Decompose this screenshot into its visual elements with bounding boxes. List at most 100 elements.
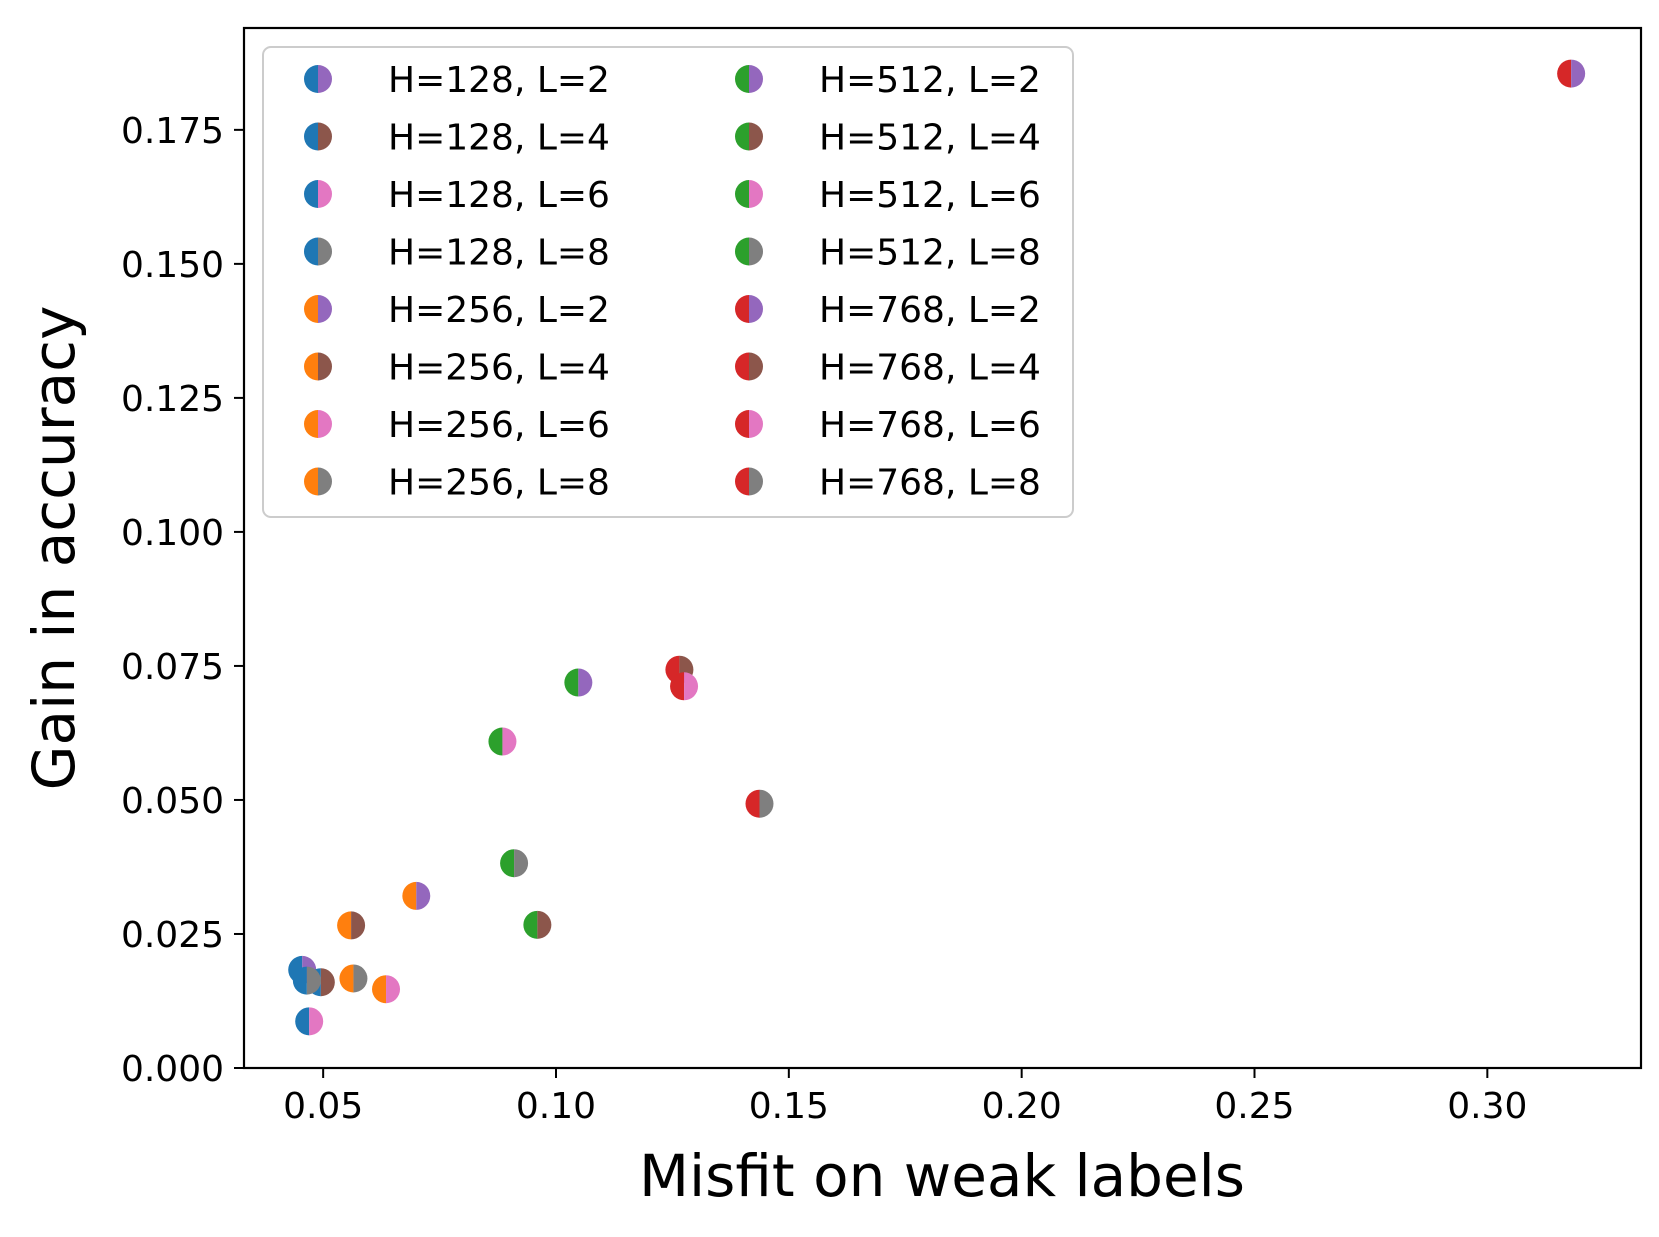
- marker-left-half: [339, 964, 354, 993]
- legend-label: H=768, L=6: [819, 405, 1041, 446]
- y-tick-label: 0.150: [121, 245, 224, 286]
- marker-left-half: [304, 352, 318, 381]
- marker-right-half: [749, 467, 764, 496]
- marker-left-half: [292, 966, 307, 995]
- marker-right-half: [749, 122, 764, 151]
- legend-label: H=768, L=2: [819, 290, 1041, 331]
- legend-label: H=128, L=2: [388, 60, 610, 101]
- legend-marker: [304, 65, 332, 93]
- marker-right-half: [318, 410, 332, 438]
- marker-right-half: [578, 668, 593, 697]
- y-tick-label: 0.100: [121, 513, 224, 554]
- marker-left-half: [735, 65, 749, 93]
- marker-left-half: [745, 789, 760, 818]
- legend-marker: [735, 352, 764, 381]
- marker-left-half: [304, 295, 318, 323]
- data-point: [670, 672, 699, 701]
- marker-left-half: [372, 975, 387, 1004]
- marker-right-half: [749, 410, 763, 438]
- data-point: [523, 910, 552, 939]
- marker-left-half: [564, 668, 579, 697]
- marker-left-half: [735, 467, 749, 496]
- x-tick-label: 0.20: [982, 1086, 1062, 1127]
- y-axis-title: Gain in accuracy: [20, 306, 88, 791]
- marker-left-half: [523, 910, 538, 939]
- marker-right-half: [759, 789, 774, 818]
- marker-right-half: [318, 180, 332, 208]
- legend-marker: [735, 467, 764, 496]
- y-tick-label: 0.125: [121, 379, 224, 420]
- marker-right-half: [320, 968, 335, 997]
- legend-marker: [735, 410, 763, 438]
- data-point: [564, 668, 593, 697]
- legend-marker: [304, 467, 332, 496]
- marker-right-half: [318, 295, 332, 323]
- marker-left-half: [735, 237, 749, 266]
- marker-right-half: [684, 672, 699, 701]
- data-point: [337, 911, 366, 940]
- legend-label: H=256, L=6: [388, 405, 610, 446]
- legend-marker: [735, 65, 763, 93]
- legend-marker: [304, 180, 332, 208]
- legend-marker: [735, 180, 763, 208]
- marker-right-half: [537, 910, 552, 939]
- marker-right-half: [318, 352, 332, 381]
- marker-left-half: [304, 122, 318, 151]
- marker-right-half: [318, 467, 332, 496]
- data-point: [372, 975, 401, 1004]
- legend: H=128, L=2 H=128, L=4 H=128, L=6 H=128, L=8…: [262, 46, 1074, 518]
- legend-label: H=768, L=4: [819, 348, 1041, 389]
- marker-right-half: [749, 295, 763, 323]
- data-point: [500, 849, 529, 878]
- data-point: [292, 966, 321, 995]
- legend-label: H=512, L=4: [819, 118, 1041, 159]
- y-axis-ticks: 0.000 0.025 0.050 0.075 0.100 0.125 0.150 0.175: [121, 111, 244, 1090]
- legend-marker: [304, 237, 332, 266]
- marker-left-half: [304, 467, 318, 496]
- marker-right-half: [749, 180, 763, 208]
- legend-label: H=512, L=8: [819, 233, 1041, 274]
- marker-left-half: [735, 352, 749, 381]
- marker-left-half: [488, 727, 503, 756]
- x-axis-ticks: 0.05 0.10 0.15 0.20 0.25 0.30: [283, 1068, 1527, 1127]
- y-tick-label: 0.075: [121, 647, 224, 688]
- marker-left-half: [295, 1007, 310, 1036]
- marker-right-half: [318, 65, 332, 93]
- legend-marker: [304, 410, 332, 438]
- marker-left-half: [735, 122, 749, 151]
- legend-marker: [304, 352, 332, 381]
- legend-label: H=512, L=2: [819, 60, 1041, 101]
- legend-label: H=256, L=2: [388, 290, 610, 331]
- y-tick-label: 0.050: [121, 781, 224, 822]
- marker-left-half: [670, 672, 685, 701]
- legend-label: H=128, L=4: [388, 118, 610, 159]
- marker-left-half: [402, 881, 417, 910]
- legend-label: H=512, L=6: [819, 175, 1041, 216]
- x-tick-label: 0.15: [749, 1086, 829, 1127]
- y-tick-label: 0.000: [121, 1049, 224, 1090]
- marker-left-half: [304, 237, 318, 266]
- legend-label: H=128, L=8: [388, 233, 610, 274]
- data-points: [288, 59, 1586, 1036]
- x-axis-title: Misfit on weak labels: [639, 1142, 1245, 1210]
- marker-left-half: [735, 410, 749, 438]
- x-tick-label: 0.05: [283, 1086, 363, 1127]
- y-tick-label: 0.025: [121, 915, 224, 956]
- marker-left-half: [735, 295, 749, 323]
- marker-right-half: [353, 964, 368, 993]
- marker-right-half: [386, 975, 401, 1004]
- marker-left-half: [1557, 59, 1572, 88]
- x-tick-label: 0.30: [1447, 1086, 1527, 1127]
- legend-box: [262, 46, 1074, 518]
- data-point: [402, 881, 431, 910]
- legend-marker: [735, 237, 764, 266]
- legend-marker: [304, 122, 332, 151]
- marker-right-half: [306, 966, 321, 995]
- y-tick-label: 0.175: [121, 111, 224, 152]
- marker-right-half: [309, 1007, 324, 1036]
- marker-right-half: [514, 849, 529, 878]
- marker-right-half: [749, 237, 764, 266]
- marker-left-half: [500, 849, 515, 878]
